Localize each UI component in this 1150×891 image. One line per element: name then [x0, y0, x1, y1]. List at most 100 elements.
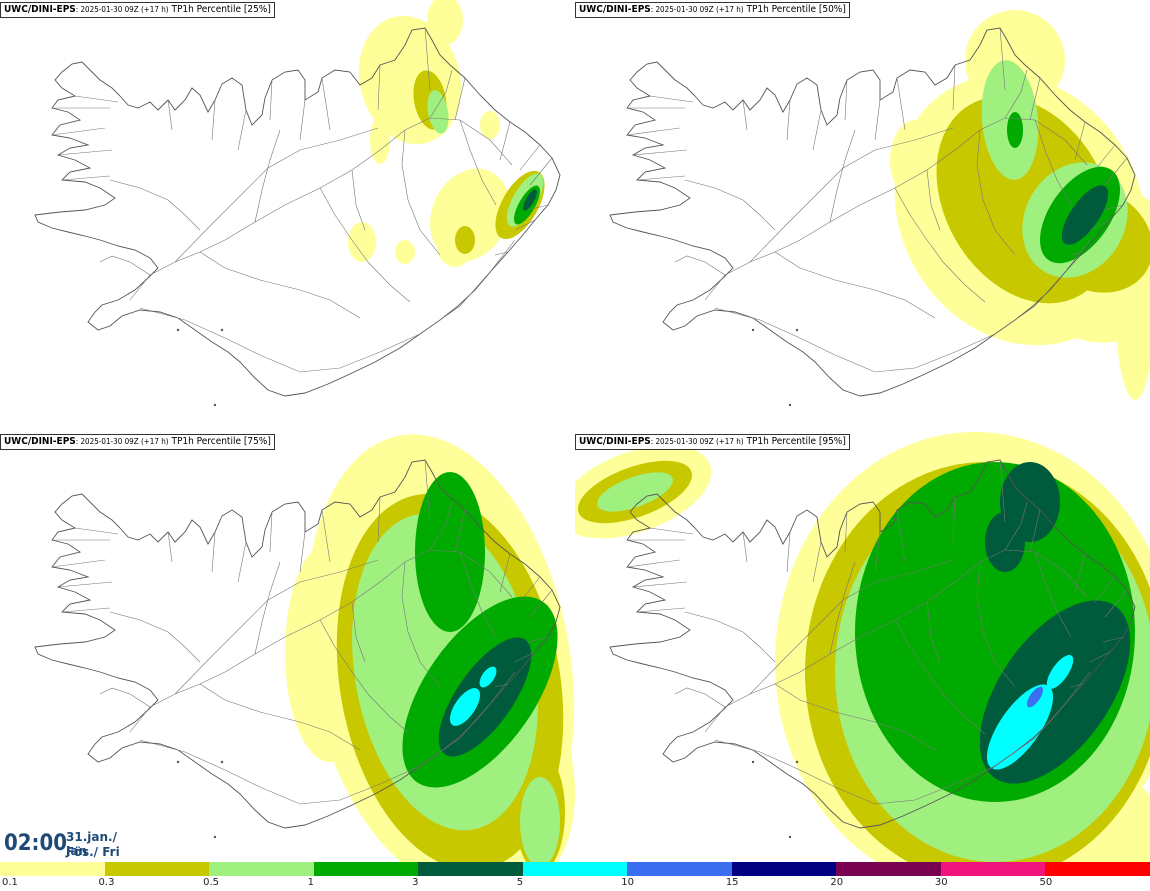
map-line	[632, 581, 688, 588]
valid-time-box: 02:00 31.jan./ Jan Fös./ Fri	[0, 826, 140, 862]
map-line	[167, 99, 173, 131]
precip-contour	[1007, 112, 1023, 148]
map-line	[774, 683, 936, 751]
map-line	[674, 687, 726, 708]
island	[176, 760, 180, 764]
precip-contour	[348, 222, 376, 262]
precip-contour	[415, 472, 485, 632]
precip-contour	[1046, 654, 1074, 690]
map-line	[894, 187, 986, 303]
iceland-precip-map	[34, 434, 575, 862]
map-line	[684, 611, 776, 663]
map-line	[1034, 119, 1072, 206]
map-line	[51, 559, 106, 568]
map-panel-p95: UWC/DINI-EPS: 2025-01-30 09Z (+17 h) TP1…	[575, 432, 1150, 862]
map-line	[1029, 77, 1041, 121]
map-line	[424, 27, 431, 91]
road-network	[626, 459, 1128, 805]
legend-color-swatch	[0, 862, 106, 876]
map-line	[674, 255, 726, 276]
map-line	[926, 601, 941, 663]
map-line	[1089, 651, 1111, 663]
map-line	[211, 531, 216, 573]
map-line	[1004, 501, 1028, 551]
map-line	[1104, 157, 1128, 186]
map-line	[51, 127, 106, 136]
legend-color-swatch	[313, 862, 420, 876]
map-line	[351, 601, 366, 663]
map-line	[636, 607, 686, 613]
iceland-precip-map	[575, 432, 1150, 862]
precip-contour	[1061, 185, 1109, 245]
map-line	[952, 496, 956, 543]
road-network	[51, 27, 553, 373]
map-line	[57, 149, 113, 156]
map-line	[454, 77, 466, 121]
map-line	[874, 531, 881, 573]
panel-title: UWC/DINI-EPS: 2025-01-30 09Z (+17 h) TP1…	[575, 2, 850, 18]
map-line	[1089, 219, 1111, 231]
map-line	[519, 576, 541, 603]
precip-contour	[395, 240, 415, 264]
road-network	[51, 459, 553, 805]
map-line	[527, 636, 549, 643]
map-line	[1102, 636, 1124, 643]
map-line	[377, 496, 381, 543]
map-line	[742, 531, 748, 563]
map-line	[99, 687, 151, 708]
legend-color-swatch	[731, 862, 838, 876]
map-line	[812, 109, 822, 151]
legend-threshold-label: 20	[830, 877, 844, 888]
map-line	[636, 175, 686, 181]
island	[795, 760, 799, 764]
precip-field	[890, 10, 1150, 400]
map-line	[527, 204, 549, 211]
iceland-coastline	[609, 27, 1136, 397]
map-line	[494, 683, 509, 688]
map-line	[1069, 251, 1084, 256]
map-line	[459, 551, 497, 638]
map-line	[499, 121, 511, 161]
precip-color-legend: 0.1 0.3 0.5 1 3 5 10 15 20 30 50	[0, 862, 1150, 891]
map-line	[319, 619, 411, 735]
map-line	[99, 255, 151, 276]
map-line	[514, 651, 536, 663]
legend-threshold-label: 10	[621, 877, 634, 888]
map-line	[269, 511, 273, 553]
map-line	[199, 683, 361, 751]
iceland-coastline	[34, 27, 561, 397]
precip-field	[285, 434, 575, 862]
map-line	[812, 541, 822, 583]
iceland-precip-map	[34, 0, 561, 407]
legend-color-swatch	[940, 862, 1047, 876]
legend-threshold-label: 0.5	[203, 877, 219, 888]
map-line	[74, 527, 119, 535]
legend-threshold-label: 0.1	[2, 877, 18, 888]
map-line	[377, 64, 381, 111]
map-line	[926, 169, 941, 231]
map-line	[896, 77, 906, 131]
legend-color-swatch	[627, 862, 733, 876]
map-line	[61, 175, 111, 181]
precip-contour	[1026, 686, 1044, 708]
map-line	[952, 64, 956, 111]
valid-date-line2: Fös./ Fri	[66, 845, 120, 859]
map-line	[649, 95, 694, 103]
map-line	[109, 611, 201, 663]
legend-threshold-label: 3	[412, 877, 419, 888]
map-line	[321, 77, 331, 131]
precip-field	[348, 0, 545, 267]
legend-threshold-label: 15	[725, 877, 739, 888]
panel-title: UWC/DINI-EPS: 2025-01-30 09Z (+17 h) TP1…	[0, 2, 275, 18]
map-line	[626, 559, 681, 568]
map-line	[829, 129, 856, 223]
panel-title: UWC/DINI-EPS: 2025-01-30 09Z (+17 h) TP1…	[575, 434, 850, 450]
map-line	[1034, 551, 1072, 638]
island	[220, 328, 224, 332]
island	[751, 328, 755, 332]
map-line	[1069, 683, 1084, 688]
iceland-coastline	[34, 459, 561, 829]
map-line	[874, 99, 881, 141]
map-line	[626, 127, 681, 136]
map-line	[401, 561, 441, 688]
